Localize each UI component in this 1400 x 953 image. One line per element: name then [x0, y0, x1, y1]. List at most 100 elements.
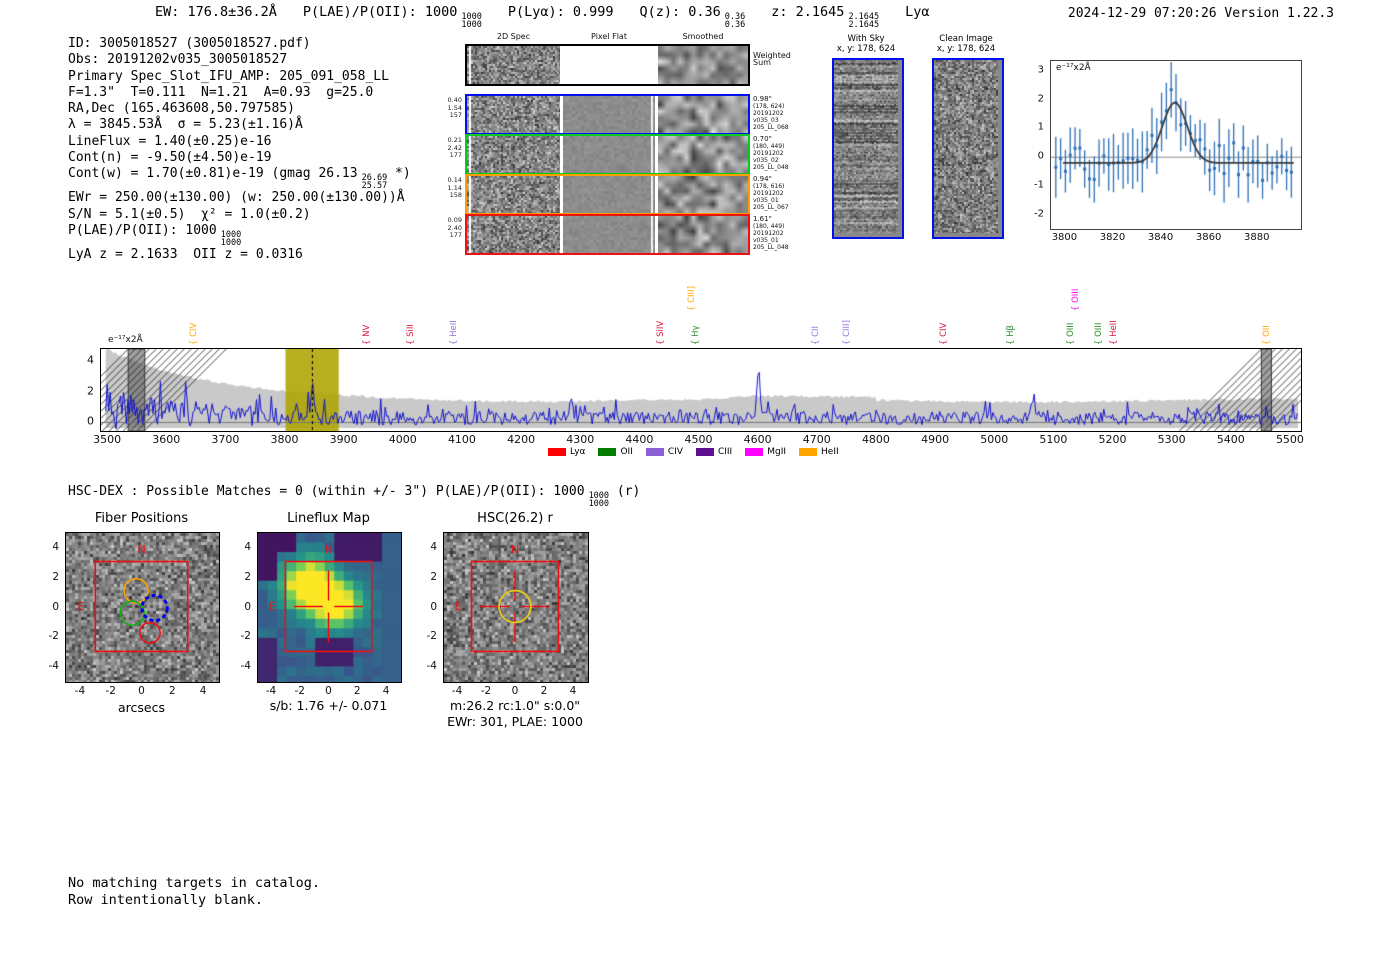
compass-e: E: [268, 599, 276, 613]
footer-line: Row intentionally blank.: [68, 891, 264, 908]
zoom-xtick-label: 3860: [1195, 232, 1222, 243]
header-datetime-version: 2024-12-29 07:20:26 Version 1.22.3: [1067, 6, 1334, 21]
legend-swatch: [695, 448, 714, 456]
value-token: LyA z = 2.1633 OII z = 0.0316: [68, 246, 303, 262]
twod-row-right-labels: 0.70" (180, 449) 20191202 v035_02 205_LL_048: [753, 135, 789, 172]
panel-ytick-label: 2: [430, 570, 437, 583]
spectrum-xtick-label: 4600: [743, 433, 772, 446]
value-token: Cont(n) = -9.50(±4.50)e-19: [68, 150, 272, 166]
value-token: EWr = 250.00(±130.00) (w: 250.00(±130.00…: [68, 190, 405, 206]
legend-item: CIV: [645, 447, 683, 457]
twod-row-left-labels: 0.21 2.42 177: [447, 136, 462, 159]
info-line: RA,Dec (165.463608,50.797585): [68, 101, 411, 117]
spectrum-xtick-label: 4300: [566, 433, 595, 446]
panel-xtick-label: 0: [138, 685, 145, 697]
twod-row-left-labels: 0.40 1.54 157: [447, 96, 462, 119]
panel-xtick-label: -4: [451, 685, 463, 697]
panel-ytick-label: -4: [240, 660, 251, 673]
emission-line-marker: { CIV: [189, 322, 200, 345]
twod-row-strip: [465, 94, 750, 135]
info-line: P(LAE)/P(OII): 1000 1000 1000: [68, 223, 411, 247]
twod-spec-image: [467, 136, 560, 173]
legend-label: OII: [620, 447, 633, 457]
smoothed-image: [658, 216, 748, 253]
panel-xtick-label: -2: [294, 685, 305, 697]
emission-line-marker: { OIII: [1094, 322, 1105, 345]
smoothed-image: [658, 176, 748, 213]
value-token: RA,Dec (165.463608,50.797585): [68, 101, 295, 117]
value-token: P(LAE)/P(OII): 1000 1000 1000: [68, 222, 242, 248]
twod-row-strip: [465, 214, 750, 255]
pixel-flat-image: [563, 96, 655, 133]
emission-line-marker: { HeII: [448, 320, 459, 345]
panel-xlabel: s/b: 1.76 +/- 0.071: [269, 698, 388, 713]
pixel-flat-image: [563, 216, 655, 253]
spectrum-xtick-label: 3800: [270, 433, 299, 446]
twod-spec-image: [467, 216, 560, 253]
zoom-ytick-label: 0: [1037, 150, 1044, 162]
legend-item: CIII: [695, 447, 732, 457]
emission-line-marker: { OIII: [1066, 322, 1077, 345]
panel-ytick-label: -4: [426, 660, 437, 673]
clean-image: [932, 58, 1004, 239]
legend-label: MgII: [767, 447, 787, 457]
spectrum-xtick-label: 4700: [802, 433, 831, 446]
twod-row-strip: [465, 44, 750, 86]
zoom-xtick-label: 3800: [1051, 232, 1078, 243]
zoom-units-annotation: e⁻¹⁷x2Å: [1056, 63, 1091, 73]
panel-ytick-label: 4: [244, 540, 251, 553]
spectrum-xtick-label: 5200: [1098, 433, 1127, 446]
spectrum-xtick-label: 4900: [921, 433, 950, 446]
footer-line: No matching targets in catalog.: [68, 875, 320, 891]
value-token: z: 2.1645 2.1645 2.1645: [771, 4, 880, 30]
panel-ytick-label: 2: [52, 570, 59, 583]
twod-column-title: Smoothed: [682, 32, 724, 41]
value-token: P(LAE)/P(OII): 1000 1000 1000: [302, 4, 482, 30]
panel-xtick-label: -2: [105, 685, 116, 697]
twod-row-right-labels: 0.98" (178, 624) 20191202 v035_03 205_LL_068: [753, 95, 789, 132]
spectrum-xtick-label: 4500: [684, 433, 713, 446]
value-token: Obs: 20191202v035_3005018527: [68, 52, 288, 68]
panel-ytick-label: 4: [430, 540, 437, 553]
panel-title: Lineflux Map: [287, 511, 370, 526]
info-line: ID: 3005018527 (3005018527.pdf): [68, 36, 411, 52]
legend-label: CIV: [667, 447, 683, 457]
twod-row-right-labels: Weighted Sum: [753, 51, 791, 67]
info-line: Obs: 20191202v035_3005018527: [68, 52, 411, 68]
emission-line-marker: { OIII: [1070, 288, 1081, 311]
value-token: S/N = 5.1(±0.5) χ² = 1.0(±0.2): [68, 206, 311, 222]
hscdex-matches-line: HSC-DEX : Possible Matches = 0 (within +…: [68, 484, 640, 508]
emission-line-marker: { CIV: [939, 322, 950, 345]
panel-ytick-label: 2: [244, 570, 251, 583]
legend-item: Lyα: [548, 447, 585, 457]
cutout-title: Clean Image x, y: 178, 624: [936, 34, 996, 54]
info-line: LineFlux = 1.40(±0.25)e-16: [68, 134, 411, 150]
panel-xtick-label: -2: [480, 685, 492, 697]
spectrum-xtick-label: 3700: [211, 433, 240, 446]
spectrum-xtick-label: 3900: [329, 433, 358, 446]
panel-xtick-label: -4: [74, 685, 86, 697]
emission-line-marker: { SiIV: [655, 320, 666, 345]
pixel-flat-image: [563, 136, 655, 173]
zoom-xtick-label: 3840: [1147, 232, 1174, 243]
spectrum-ytick-label: 0: [87, 414, 94, 428]
legend-swatch: [799, 448, 818, 456]
twod-column-title: 2D Spec: [496, 32, 531, 41]
value-token: P(Lyα): 0.999: [507, 4, 614, 20]
spectrum-xtick-label: 5300: [1157, 433, 1186, 446]
value-token: Lyα: [905, 4, 930, 20]
spectrum-legend: Lyα OII CIV CIII MgII HeII: [548, 447, 839, 457]
spectrum-units-annotation: e⁻¹⁷x2Å: [108, 335, 143, 345]
zoom-ytick-label: -2: [1034, 208, 1044, 220]
legend-swatch: [598, 448, 617, 456]
pixel-flat-image: [563, 46, 655, 84]
emission-line-marker: { OII: [1262, 325, 1272, 345]
zoom-xtick-label: 3820: [1099, 232, 1126, 243]
zoom-ytick-label: 1: [1037, 121, 1044, 133]
panel-xtick-label: 4: [569, 685, 577, 697]
panel-xlabel: m:26.2 rc:1.0" s:0.0": [449, 698, 581, 713]
spectrum-xtick-label: 4400: [625, 433, 654, 446]
panel-xtick-label: -4: [265, 685, 277, 697]
spectrum-xtick-label: 4000: [388, 433, 417, 446]
